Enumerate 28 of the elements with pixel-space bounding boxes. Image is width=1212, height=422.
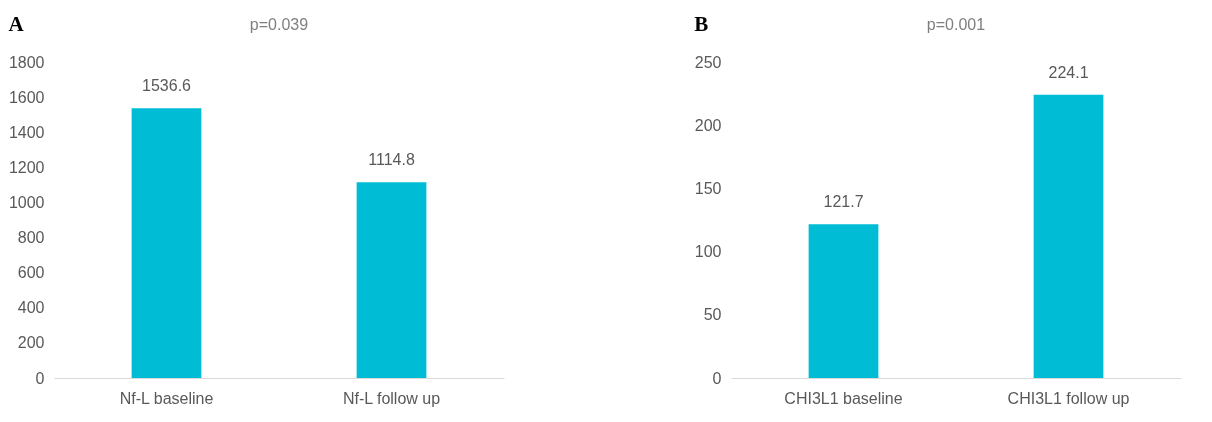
y-tick-label: 600 [17, 264, 45, 282]
chart-title: B [694, 12, 709, 36]
y-tick-label: 0 [35, 369, 45, 387]
y-tick-label: 1800 [8, 53, 45, 71]
data-label: 121.7 [823, 193, 864, 211]
x-tick-label: Nf-L baseline [119, 389, 214, 407]
y-tick-label: 1600 [8, 88, 45, 106]
data-label: 1536.6 [142, 77, 192, 95]
x-tick-label: CHI3L1 baseline [784, 389, 903, 407]
y-tick-label: 250 [694, 53, 722, 71]
x-tick-label: Nf-L follow up [342, 389, 441, 407]
x-tick-label: CHI3L1 follow up [1007, 389, 1130, 407]
y-tick-label: 800 [17, 229, 45, 247]
data-label: 224.1 [1048, 63, 1089, 81]
y-tick-label: 150 [694, 179, 722, 197]
text: p=0.001 [926, 16, 986, 33]
chart-title: A [8, 12, 25, 36]
y-tick-label: 0 [712, 369, 722, 387]
y-tick-label: 200 [694, 116, 722, 134]
y-tick-label: 1200 [8, 158, 45, 176]
y-tick-label: 200 [17, 334, 45, 352]
y-tick-label: 100 [694, 243, 722, 261]
y-tick-label: 400 [17, 299, 45, 317]
y-tick-label: 1000 [8, 193, 45, 211]
y-tick-label: 1400 [8, 123, 45, 141]
data-label: 1114.8 [368, 151, 415, 169]
y-tick-label: 50 [703, 306, 722, 324]
text: p=0.039 [249, 16, 309, 33]
